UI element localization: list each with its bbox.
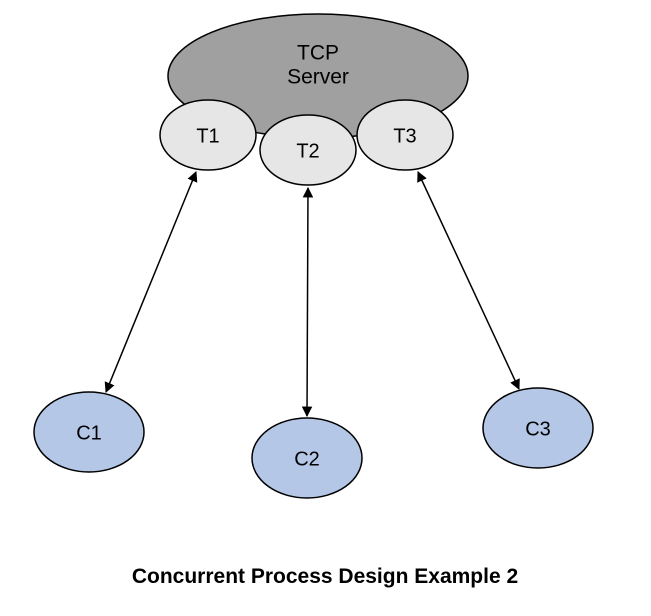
client-label-c1: C1 — [76, 422, 102, 444]
thread-label-t3: T3 — [393, 125, 416, 147]
server-label-line1: TCP — [297, 42, 339, 65]
edge-t1-c1 — [106, 172, 196, 392]
thread-label-t2: T2 — [296, 140, 319, 162]
server-label-line2: Server — [287, 66, 349, 89]
client-label-c2: C2 — [294, 448, 320, 470]
client-label-c3: C3 — [525, 418, 551, 440]
edge-t2-c2 — [307, 188, 308, 416]
thread-label-t1: T1 — [196, 125, 219, 147]
edge-t3-c3 — [418, 172, 519, 389]
diagram-caption: Concurrent Process Design Example 2 — [132, 565, 518, 588]
diagram-canvas: TCP Server T1 T2 T3 C1 C2 C3 Concurrent … — [0, 0, 651, 616]
